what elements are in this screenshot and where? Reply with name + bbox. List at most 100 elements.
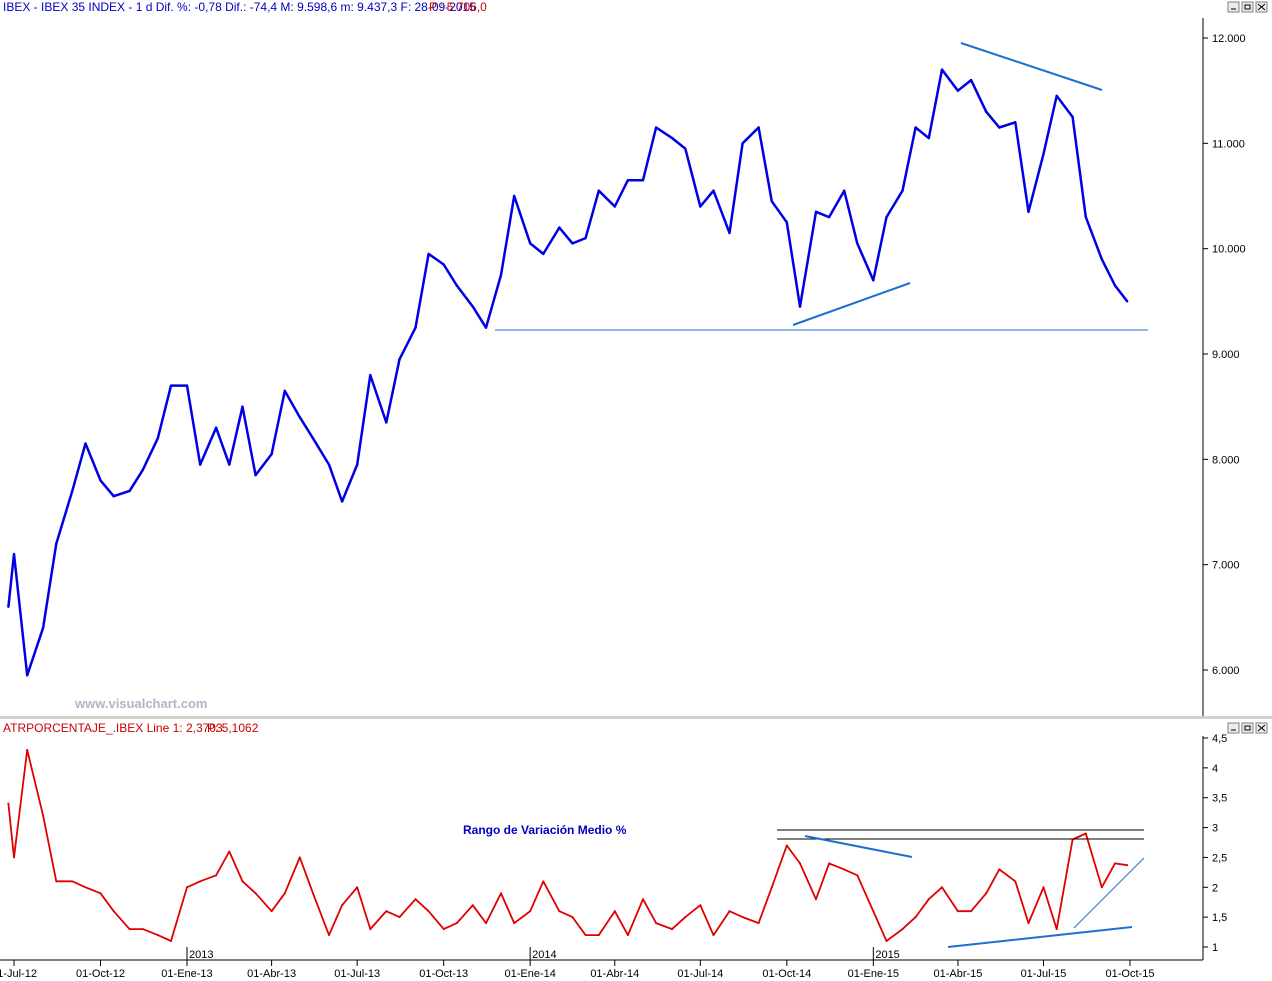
price-point	[654, 126, 658, 129]
atr-point	[385, 910, 388, 913]
main-y-tick-label: 10.000	[1212, 244, 1246, 256]
atr-point	[843, 868, 846, 871]
restore-icon	[1244, 725, 1251, 731]
price-point	[956, 89, 960, 92]
atr-point	[471, 904, 474, 907]
price-point	[499, 273, 503, 277]
atr-point	[985, 892, 988, 895]
watermark: www.visualchart.com	[74, 696, 207, 711]
resistance-trendline	[960, 42, 1103, 91]
price-point	[670, 136, 674, 140]
lower-y-ticks: 4,5 4 3,5 3 2,5 2 1,5 1	[1203, 733, 1227, 954]
price-point	[984, 110, 988, 113]
atr-point	[1055, 928, 1058, 931]
price-point	[214, 426, 218, 429]
x-tick-label: 01-Abr-14	[590, 968, 639, 980]
atr-point	[414, 898, 417, 901]
main-y-tick-label: 7.000	[1212, 560, 1240, 572]
price-point	[1042, 152, 1045, 156]
price-point	[112, 495, 115, 498]
price-point	[626, 179, 630, 182]
lower-minimize-button[interactable]	[1227, 722, 1240, 734]
atr-point	[215, 874, 218, 877]
price-point	[1014, 121, 1017, 124]
lower-restore-button[interactable]	[1241, 722, 1254, 734]
atr-point	[1042, 886, 1045, 889]
atr-point	[254, 892, 257, 895]
x-tick-label: 01-Ene-13	[161, 968, 212, 980]
price-point	[254, 473, 257, 477]
atr-point	[283, 892, 286, 895]
atr-point	[558, 910, 561, 913]
price-point	[484, 326, 488, 329]
atr-point	[500, 892, 503, 895]
price-point	[914, 126, 917, 129]
restore-button[interactable]	[1241, 1, 1254, 13]
x-tick-label: 01-Abr-13	[247, 968, 296, 980]
atr-point	[270, 910, 273, 913]
price-point	[156, 437, 160, 440]
atr-point	[26, 748, 29, 751]
atr-point	[542, 880, 545, 883]
panel-splitter[interactable]	[0, 716, 1272, 719]
main-y-tick-label: 11.000	[1212, 138, 1245, 150]
x-ticks: 01-Jul-12 01-Oct-12 01-Ene-13 01-Abr-13 01-J…	[0, 947, 1154, 980]
atr-point	[398, 916, 401, 919]
price-point	[785, 221, 789, 224]
price-point	[842, 189, 846, 192]
atr-point	[571, 916, 574, 919]
atr-point	[298, 856, 301, 859]
price-point	[798, 305, 802, 308]
atr-point	[927, 898, 930, 901]
main-chart-p-value: P : 5.706,0	[429, 0, 487, 14]
support-trendline	[792, 282, 911, 326]
atr-point	[112, 910, 115, 913]
price-point	[311, 437, 315, 440]
price-point	[340, 500, 344, 503]
price-point	[327, 463, 331, 466]
lower-y-tick-label: 2,5	[1212, 852, 1227, 864]
atr-falling-trendline	[804, 835, 913, 858]
atr-rising-trendline	[1073, 857, 1145, 929]
price-point	[927, 136, 931, 140]
price-point	[369, 373, 372, 377]
atr-point	[170, 940, 173, 943]
atr-point	[671, 928, 674, 931]
atr-point	[914, 916, 917, 919]
atr-point	[1027, 922, 1030, 925]
atr-point	[7, 802, 10, 805]
price-point	[757, 126, 760, 129]
atr-point	[712, 934, 715, 937]
price-point	[940, 68, 944, 71]
atr-point	[513, 922, 516, 925]
atr-point	[1126, 864, 1129, 867]
atr-point	[241, 880, 244, 883]
atr-point	[356, 886, 359, 889]
main-window-controls[interactable]	[1227, 1, 1268, 13]
atr-point	[141, 928, 144, 931]
atr-point	[484, 922, 487, 925]
price-point	[25, 674, 29, 677]
atr-point	[442, 928, 445, 931]
lower-y-tick-label: 1,5	[1212, 912, 1227, 924]
price-point	[1084, 215, 1088, 219]
price-point	[998, 126, 1001, 129]
price-point	[455, 284, 459, 287]
lower-chart-p-value: P: 5,1062	[207, 721, 259, 735]
atr-point	[856, 874, 859, 877]
minimize-button[interactable]	[1227, 1, 1240, 13]
price-point	[712, 189, 715, 192]
atr-point	[42, 814, 45, 817]
atr-point	[327, 934, 330, 937]
atr-point	[885, 940, 888, 943]
atr-point	[770, 886, 773, 889]
price-point	[969, 78, 973, 82]
lower-window-controls[interactable]	[1227, 722, 1268, 734]
x-tick-label: 01-Oct-15	[1106, 968, 1155, 980]
lower-y-tick-label: 4	[1212, 763, 1218, 775]
price-point	[169, 384, 173, 387]
atr-point	[529, 910, 532, 913]
year-label: 2014	[532, 949, 556, 961]
atr-base-trendline	[947, 926, 1133, 948]
